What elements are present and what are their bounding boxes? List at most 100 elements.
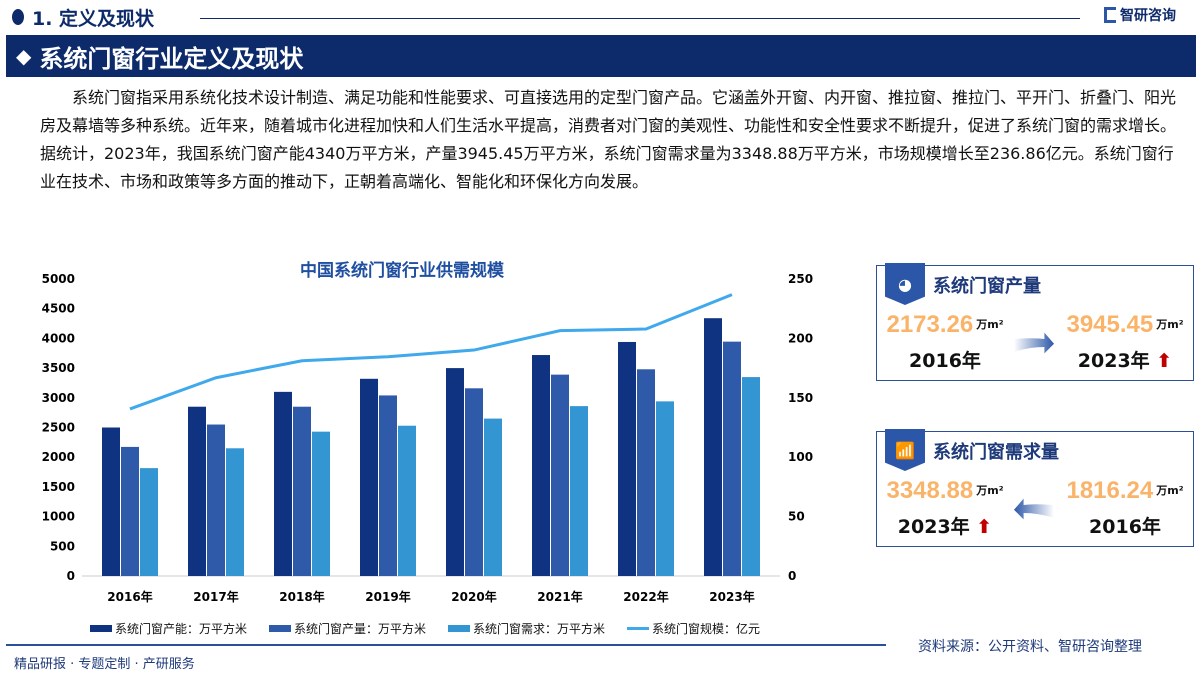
chart-title: 中国系统门窗行业供需规模 bbox=[300, 261, 504, 281]
bar bbox=[704, 318, 722, 576]
source-note: 资料来源：公开资料、智研咨询整理 bbox=[918, 639, 1142, 655]
brand-name: 智研咨询 bbox=[1120, 8, 1176, 24]
y2-tick-label: 0 bbox=[788, 569, 796, 583]
from-group: 1816.24 万m² 2016年 bbox=[1061, 476, 1189, 539]
bar bbox=[618, 341, 636, 576]
bar bbox=[140, 468, 158, 576]
to-group: 3945.45 万m² 2023年 ⬆ bbox=[1061, 310, 1189, 373]
card-title: 系统门窗产量 bbox=[933, 276, 1041, 297]
to-year: 2023年 ⬆ bbox=[1077, 350, 1173, 372]
y-tick-label: 3000 bbox=[42, 391, 75, 405]
from-year: 2016年 bbox=[909, 350, 981, 372]
legend-item: 系统门窗产能：万平方米 bbox=[90, 620, 247, 637]
bar bbox=[532, 355, 550, 576]
bar bbox=[379, 395, 397, 576]
y-tick-label: 1500 bbox=[42, 480, 75, 494]
legend-swatch bbox=[90, 625, 112, 632]
x-tick-label: 2017年 bbox=[193, 589, 238, 604]
bar bbox=[102, 427, 120, 576]
bar bbox=[656, 401, 674, 576]
bar bbox=[465, 388, 483, 576]
from-group: 2173.26 万m² 2016年 bbox=[881, 310, 1009, 373]
bar bbox=[274, 391, 292, 576]
y-tick-label: 2000 bbox=[42, 450, 75, 464]
y-tick-label: 3500 bbox=[42, 361, 75, 375]
x-tick-label: 2022年 bbox=[623, 589, 668, 604]
from-value: 2173.26 bbox=[886, 311, 974, 338]
bar bbox=[312, 431, 330, 576]
y-tick-label: 0 bbox=[67, 569, 75, 583]
brand-logo: 智研咨询 bbox=[1104, 5, 1176, 25]
chart: 0500100015002000250030003500400045005000… bbox=[42, 272, 813, 604]
diamond-icon: ◆ bbox=[16, 44, 32, 68]
intro-paragraph: 系统门窗指采用系统化技术设计制造、满足功能和性能要求、可直接选用的定型门窗产品。… bbox=[40, 88, 1177, 191]
y-tick-label: 5000 bbox=[42, 272, 75, 286]
section-title: 1. 定义及现状 bbox=[32, 8, 155, 30]
unit: 万m² bbox=[1156, 318, 1184, 331]
y2-tick-label: 250 bbox=[788, 272, 813, 286]
arrow-left-icon bbox=[1014, 498, 1054, 520]
y2-tick-label: 100 bbox=[788, 450, 813, 464]
legend-item: 系统门窗规模：亿元 bbox=[627, 620, 760, 637]
bar bbox=[742, 377, 760, 576]
x-tick-label: 2023年 bbox=[709, 589, 754, 604]
x-tick-label: 2019年 bbox=[365, 589, 410, 604]
bar bbox=[293, 406, 311, 576]
bar bbox=[484, 418, 502, 576]
banner: ◆ 系统门窗行业定义及现状 bbox=[6, 35, 1196, 77]
unit: 万m² bbox=[976, 484, 1004, 497]
logo-icon bbox=[1104, 7, 1116, 23]
unit: 万m² bbox=[976, 318, 1004, 331]
banner-title: 系统门窗行业定义及现状 bbox=[39, 44, 304, 73]
y-tick-label: 500 bbox=[50, 539, 75, 553]
legend-label: 系统门窗需求：万平方米 bbox=[473, 622, 606, 636]
x-tick-label: 2021年 bbox=[537, 589, 582, 604]
from-year: 2016年 bbox=[1089, 516, 1161, 538]
y2-tick-label: 50 bbox=[788, 510, 805, 524]
bar-growth-icon: 📶 bbox=[885, 429, 925, 471]
legend-item: 系统门窗需求：万平方米 bbox=[448, 620, 605, 637]
to-value: 3348.88 bbox=[886, 477, 974, 504]
from-value: 1816.24 bbox=[1066, 477, 1154, 504]
legend-label: 系统门窗规模：亿元 bbox=[652, 622, 761, 636]
section-divider bbox=[200, 18, 1080, 19]
bar bbox=[723, 341, 741, 576]
bar bbox=[188, 406, 206, 576]
to-year: 2023年 ⬆ bbox=[897, 516, 993, 538]
bar bbox=[360, 378, 378, 576]
legend-item: 系统门窗产量：万平方米 bbox=[269, 620, 426, 637]
unit: 万m² bbox=[1156, 484, 1184, 497]
x-tick-label: 2016年 bbox=[107, 589, 152, 604]
up-arrow-icon: ⬆ bbox=[1156, 350, 1173, 372]
up-arrow-icon: ⬆ bbox=[976, 516, 993, 538]
y-tick-label: 4000 bbox=[42, 331, 75, 345]
bar bbox=[398, 425, 416, 576]
y2-tick-label: 200 bbox=[788, 331, 813, 345]
card-title: 系统门窗需求量 bbox=[933, 442, 1059, 463]
demand-card: 📶 系统门窗需求量 3348.88 万m² 2023年 ⬆ 1816.24 万m² … bbox=[876, 429, 1194, 547]
footer-divider bbox=[6, 644, 886, 646]
production-card: ◕ 系统门窗产量 2173.26 万m² 2016年 3945.45 万m² 202… bbox=[876, 263, 1194, 381]
pie-chart-icon: ◕ bbox=[885, 263, 925, 305]
bar bbox=[570, 406, 588, 576]
bar bbox=[551, 374, 569, 576]
legend-label: 系统门窗产能：万平方米 bbox=[115, 622, 248, 636]
legend-label: 系统门窗产量：万平方米 bbox=[294, 622, 427, 636]
x-tick-label: 2020年 bbox=[451, 589, 496, 604]
bar bbox=[637, 369, 655, 576]
y-tick-label: 4500 bbox=[42, 302, 75, 316]
arrow-right-icon bbox=[1014, 332, 1054, 354]
legend-swatch bbox=[448, 625, 471, 632]
to-value: 3945.45 bbox=[1066, 311, 1154, 338]
y2-tick-label: 150 bbox=[788, 391, 813, 405]
y-tick-label: 2500 bbox=[42, 421, 75, 435]
footer-tagline: 精品研报 · 专题定制 · 产研服务 bbox=[14, 657, 195, 672]
section-bullet-icon bbox=[12, 9, 24, 25]
x-tick-label: 2018年 bbox=[279, 589, 324, 604]
line-series bbox=[129, 293, 733, 411]
bar bbox=[226, 448, 244, 576]
legend-swatch bbox=[627, 627, 650, 630]
to-group: 3348.88 万m² 2023年 ⬆ bbox=[881, 476, 1009, 539]
y-tick-label: 1000 bbox=[42, 510, 75, 524]
bar bbox=[121, 446, 139, 576]
